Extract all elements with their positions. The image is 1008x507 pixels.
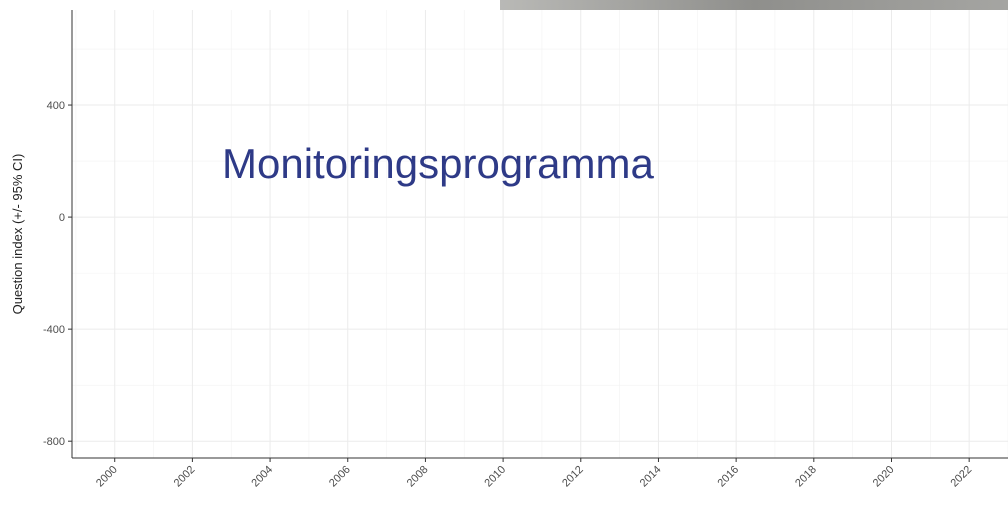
x-tick-label: 2018 bbox=[793, 464, 819, 490]
photo-strip bbox=[500, 0, 1008, 10]
x-tick-label: 2022 bbox=[948, 464, 974, 490]
annotation: Monitoringsprogramma bbox=[222, 140, 654, 187]
x-tick-label: 2000 bbox=[94, 464, 120, 490]
x-tick-label: 2020 bbox=[871, 464, 897, 490]
x-tick-label: 2010 bbox=[482, 464, 508, 490]
x-tick-label: 2016 bbox=[715, 464, 741, 490]
x-tick-label: 2006 bbox=[327, 464, 353, 490]
y-axis-label: Question index (+/- 95% CI) bbox=[10, 154, 25, 315]
x-tick-label: 2004 bbox=[249, 464, 275, 490]
y-tick-label: 0 bbox=[59, 212, 65, 224]
grid bbox=[72, 10, 1008, 458]
x-tick-label: 2014 bbox=[638, 464, 664, 490]
y-tick-label: -400 bbox=[43, 324, 65, 336]
y-tick-label: -800 bbox=[43, 436, 65, 448]
x-tick-label: 2008 bbox=[405, 464, 431, 490]
x-tick-label: 2012 bbox=[560, 464, 586, 490]
x-tick-label: 2002 bbox=[172, 464, 198, 490]
y-tick-label: 400 bbox=[47, 100, 65, 112]
